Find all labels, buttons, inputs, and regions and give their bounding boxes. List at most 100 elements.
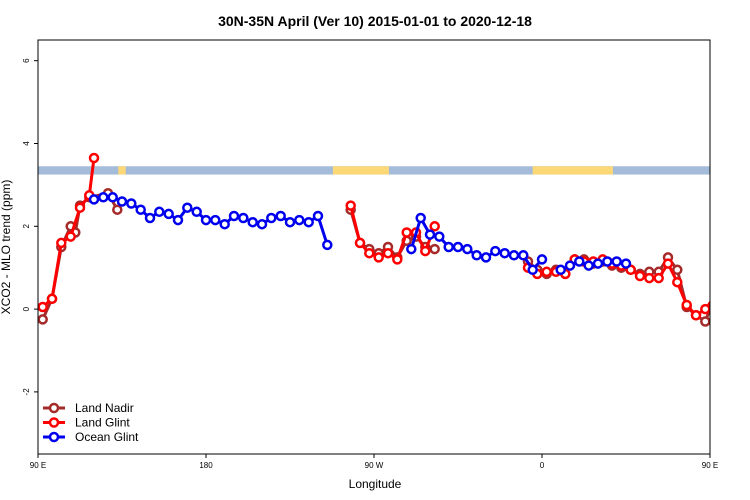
data-point bbox=[490, 245, 501, 257]
data-point bbox=[518, 250, 529, 261]
x-tick-label: 90 E bbox=[702, 461, 718, 470]
data-point bbox=[406, 243, 417, 255]
data-point bbox=[729, 222, 737, 230]
data-point bbox=[508, 250, 520, 261]
series-line-land-glint bbox=[527, 257, 710, 317]
data-point bbox=[294, 214, 305, 226]
data-point bbox=[720, 239, 728, 247]
data-point bbox=[401, 227, 412, 238]
data-point bbox=[112, 204, 123, 215]
data-point bbox=[172, 214, 184, 226]
data-point bbox=[163, 208, 174, 220]
data-point bbox=[373, 252, 384, 263]
legend-swatch-marker bbox=[48, 431, 60, 443]
y-axis-label: XCO2 - MLO trend (ppm) bbox=[0, 180, 13, 315]
data-point bbox=[729, 233, 737, 241]
data-point bbox=[38, 314, 48, 325]
data-point bbox=[275, 210, 286, 222]
data-point bbox=[256, 218, 268, 230]
data-point bbox=[200, 214, 212, 226]
data-point bbox=[266, 212, 277, 224]
x-axis: 90 E 180 90 W 0 90 E bbox=[30, 454, 718, 470]
y-axis: -2 0 2 4 6 bbox=[22, 58, 38, 396]
data-point bbox=[46, 293, 58, 305]
data-point bbox=[126, 198, 137, 209]
data-point bbox=[88, 194, 100, 205]
data-point bbox=[720, 243, 728, 251]
data-point bbox=[583, 260, 594, 271]
data-point bbox=[415, 212, 426, 224]
data-point bbox=[191, 206, 202, 218]
data-point bbox=[182, 202, 193, 213]
data-point bbox=[238, 212, 249, 224]
legend-label: Land Glint bbox=[75, 416, 130, 430]
series-layer bbox=[38, 152, 747, 327]
data-point bbox=[56, 237, 67, 249]
data-point bbox=[107, 192, 118, 203]
x-tick-label: 90 E bbox=[30, 461, 46, 470]
y-tick-label: -2 bbox=[22, 388, 31, 396]
series-land-glint bbox=[38, 152, 747, 321]
data-point bbox=[154, 206, 165, 218]
legend-label: Land Nadir bbox=[75, 401, 134, 415]
data-point bbox=[739, 202, 747, 210]
x-axis-label: Longitude bbox=[349, 477, 402, 491]
data-point bbox=[429, 243, 440, 255]
data-point bbox=[480, 252, 492, 263]
data-point bbox=[424, 229, 436, 240]
legend-swatch-marker bbox=[48, 417, 60, 428]
data-point bbox=[135, 204, 146, 215]
data-point bbox=[434, 231, 445, 242]
data-point bbox=[602, 256, 613, 267]
data-point bbox=[284, 216, 296, 228]
x-tick-label: 90 W bbox=[365, 461, 384, 470]
data-point bbox=[452, 241, 464, 253]
data-point bbox=[38, 301, 48, 313]
data-point bbox=[527, 264, 538, 276]
land-band-segment bbox=[118, 166, 126, 175]
data-point bbox=[74, 202, 86, 213]
series-ocean-glint bbox=[88, 192, 632, 276]
data-point bbox=[700, 316, 710, 327]
series-line-land-glint bbox=[349, 205, 437, 261]
data-point bbox=[312, 210, 324, 222]
series-line-land-nadir bbox=[527, 255, 710, 323]
x-tick-label: 0 bbox=[540, 461, 545, 470]
legend-swatch-marker bbox=[48, 402, 60, 414]
data-point bbox=[322, 239, 333, 251]
legend-entry: Ocean Glint bbox=[43, 430, 139, 444]
legend-entry: Land Nadir bbox=[43, 401, 134, 415]
data-point bbox=[462, 243, 473, 255]
data-point bbox=[709, 294, 710, 300]
data-point bbox=[429, 221, 440, 232]
data-point bbox=[88, 152, 100, 164]
data-point bbox=[739, 204, 747, 212]
data-point bbox=[536, 254, 548, 265]
data-point bbox=[634, 270, 646, 282]
data-point bbox=[564, 260, 576, 271]
data-point bbox=[690, 310, 702, 321]
data-point bbox=[219, 218, 230, 230]
land-band-segment bbox=[532, 166, 613, 175]
data-point bbox=[620, 258, 632, 269]
data-point bbox=[644, 272, 655, 284]
data-point bbox=[420, 245, 431, 257]
y-tick-label: 0 bbox=[22, 306, 31, 311]
data-point bbox=[681, 299, 692, 311]
data-point bbox=[499, 247, 510, 259]
data-point bbox=[354, 237, 366, 249]
data-point bbox=[611, 256, 622, 267]
y-tick-label: 2 bbox=[22, 224, 31, 229]
land-band-segment bbox=[332, 166, 389, 175]
data-point bbox=[144, 212, 156, 224]
data-point bbox=[574, 256, 585, 267]
data-point bbox=[392, 254, 403, 265]
data-point bbox=[709, 294, 710, 300]
data-point bbox=[734, 229, 742, 237]
data-point bbox=[228, 210, 240, 222]
y-tick-label: 6 bbox=[22, 58, 31, 63]
data-point bbox=[592, 258, 604, 269]
data-point bbox=[653, 272, 664, 284]
